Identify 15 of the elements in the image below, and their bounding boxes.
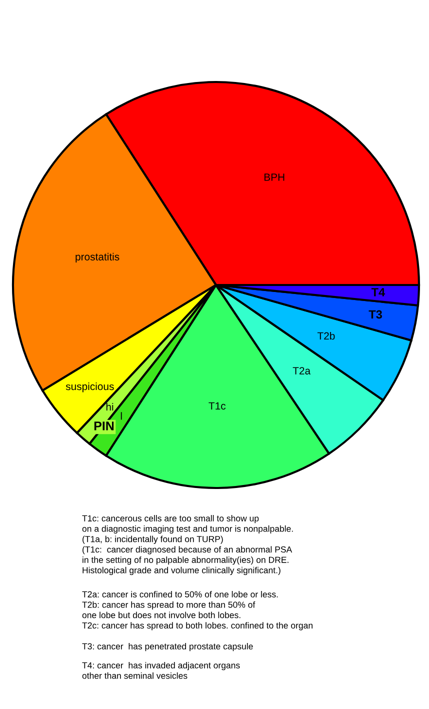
slice-label: T3 — [368, 310, 382, 319]
slice-label: suspicious — [66, 382, 114, 392]
slice-label: T1c — [208, 402, 226, 410]
slice-label: BPH — [264, 174, 284, 181]
slice-label: T2b — [317, 332, 335, 340]
text: PIN — [94, 422, 114, 430]
slice-label: l — [120, 412, 122, 420]
text: T1c: cancerous cells are too small to show up on a diagnostic imaging test and tumor is nonpalpable. (T1a, b: incidentally found on TURP) (T1c: cancer diagnosed because of an abnormal PSA in the setting of no palpable abnormality(ies) on DRE. Histological grade and volume clinically significant.) — [82, 515, 293, 576]
text: T2a: cancer is confined to 50% of one lobe or less. T2b: cancer has spread to more than 50% of one lobe but does not involve both lobes. T2c: cancer has spread to both lobes. confined to the organ — [82, 591, 312, 630]
slice-label: prostatitis — [76, 252, 120, 263]
slice-label: T4 — [371, 288, 386, 296]
text: T4: cancer has invaded adjacent organs other than seminal vesicles — [82, 662, 240, 679]
text: T3: cancer has penetrated prostate capsule — [82, 643, 253, 652]
slice-label: T2a — [292, 367, 311, 374]
slice-label: hi — [106, 402, 114, 411]
